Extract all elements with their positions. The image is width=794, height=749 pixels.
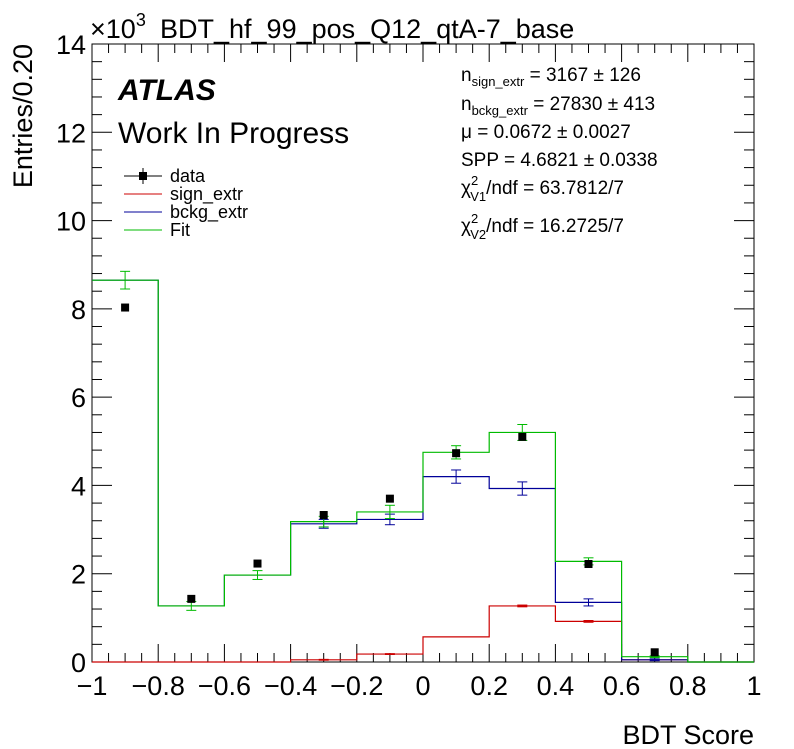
- y-axis-title: Entries/0.20: [8, 44, 38, 188]
- series-bckg-extr-error-bar: [517, 481, 528, 496]
- x-tick-label: 0: [415, 671, 430, 701]
- stat-mu: μ = 0.0672 ± 0.0027: [461, 122, 631, 143]
- stat-n-bckg: nbckg_extr = 27830 ± 413: [461, 94, 655, 118]
- data-point: [121, 303, 130, 312]
- x-tick-label: −1: [77, 671, 108, 701]
- data-point: [452, 449, 461, 458]
- series-fit-error-bar: [384, 504, 395, 520]
- legend-item-data: data: [124, 166, 206, 186]
- chart-title: BDT_hf_99_pos_Q12_qtA-7_base: [160, 14, 574, 44]
- data-point: [584, 560, 593, 569]
- atlas-label: ATLAS: [117, 74, 216, 107]
- y-tick-label: 2: [71, 560, 86, 590]
- x-tick-label: 0.2: [470, 671, 508, 701]
- x-tick-label: 0.4: [537, 671, 575, 701]
- series-sign-extr-error-bar: [384, 653, 395, 655]
- data-points-layer: [121, 303, 659, 657]
- legend-item-sign-extr: sign_extr: [124, 184, 243, 205]
- data-point: [518, 432, 527, 441]
- y-tick-label: 10: [56, 207, 86, 237]
- data-point: [650, 648, 659, 657]
- x-tick-label: −0.2: [330, 671, 383, 701]
- fit-stats: nsign_extr = 3167 ± 126 nbckg_extr = 278…: [461, 65, 658, 242]
- legend: data sign_extr bckg_extr Fit: [124, 166, 248, 240]
- data-point: [319, 511, 328, 520]
- series-bckg-extr-error-bar: [583, 598, 594, 607]
- legend-label-fit: Fit: [170, 220, 190, 240]
- legend-label-sign-extr: sign_extr: [170, 184, 243, 205]
- legend-label-data: data: [170, 166, 206, 186]
- data-point: [187, 594, 196, 603]
- legend-label-bckg-extr: bckg_extr: [170, 202, 248, 223]
- y-axis-ticks: 0 2 4 6 8 10 12 14: [56, 30, 754, 678]
- x-tick-label: 0.6: [603, 671, 641, 701]
- series-sign-extr-error-bar: [517, 604, 528, 608]
- series-layer: [92, 270, 754, 663]
- x-tick-label: 1: [746, 671, 761, 701]
- series-bckg-extr-error-bar: [451, 469, 462, 484]
- y-tick-label: 12: [56, 118, 86, 148]
- series-bckg-extr-error-bar: [649, 658, 660, 662]
- y-tick-label: 8: [71, 295, 86, 325]
- series-sign-extr-error-bar: [318, 658, 329, 661]
- x-tick-label: −0.6: [198, 671, 251, 701]
- series-fit-step: [92, 279, 754, 663]
- stat-chi2-v1: χ2 V1/ndf = 63.7812/7: [461, 173, 624, 204]
- legend-item-bckg-extr: bckg_extr: [124, 202, 248, 223]
- series-fit-error-bar: [252, 570, 263, 580]
- x-tick-label: 0.8: [669, 671, 707, 701]
- stat-chi2-v2: χ2 V2/ndf = 16.2725/7: [461, 211, 624, 242]
- x-axis-title: BDT Score: [622, 720, 754, 749]
- y-exponent-label: ×103: [90, 10, 146, 44]
- series-fit-error-bar: [120, 270, 131, 290]
- stat-spp: SPP = 4.6821 ± 0.0338: [461, 150, 658, 171]
- legend-item-fit: Fit: [124, 220, 190, 240]
- y-tick-label: 6: [71, 383, 86, 413]
- x-tick-label: −0.4: [264, 671, 317, 701]
- work-in-progress-label: Work In Progress: [118, 117, 349, 150]
- y-tick-label: 4: [71, 471, 86, 501]
- data-point: [253, 559, 262, 568]
- stat-n-sign: nsign_extr = 3167 ± 126: [461, 65, 641, 89]
- y-tick-label: 14: [56, 30, 86, 60]
- x-tick-label: −0.8: [132, 671, 185, 701]
- data-point: [385, 494, 394, 503]
- y-tick-label: 0: [71, 648, 86, 678]
- series-sign-extr-error-bar: [583, 620, 594, 623]
